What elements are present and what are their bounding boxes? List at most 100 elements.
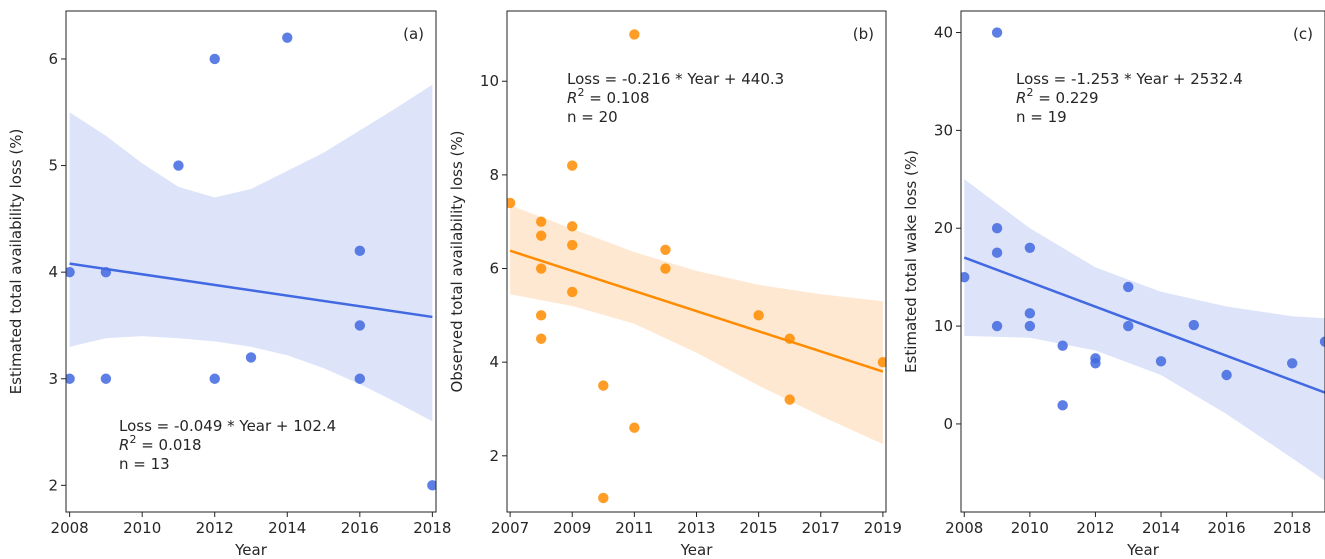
data-point xyxy=(535,230,547,241)
data-point xyxy=(209,373,220,384)
data-point xyxy=(629,422,640,433)
x-tick-label: 2015 xyxy=(740,519,778,537)
x-tick-label: 2010 xyxy=(1011,519,1049,537)
data-point xyxy=(282,32,293,43)
data-point xyxy=(1024,242,1036,254)
y-tick-label: 40 xyxy=(934,24,953,42)
annotation-line: R2 = 0.018 xyxy=(119,433,201,454)
x-tick-label: 2010 xyxy=(123,519,161,537)
y-tick-label: 10 xyxy=(480,72,499,90)
regression-line xyxy=(963,256,1325,394)
data-point xyxy=(877,356,886,368)
x-tick-label: 2009 xyxy=(553,519,591,537)
data-point xyxy=(535,333,547,344)
annotation-line: R2 = 0.108 xyxy=(567,86,649,107)
data-point xyxy=(961,271,970,283)
y-axis-label: Estimated total wake loss (%) xyxy=(902,150,920,373)
data-point xyxy=(1221,369,1232,381)
data-point xyxy=(567,160,578,171)
data-point xyxy=(598,492,609,504)
y-tick-label: 3 xyxy=(48,370,58,388)
axes-frame xyxy=(960,10,1325,513)
y-tick-label: 20 xyxy=(934,219,953,237)
data-point xyxy=(1123,281,1134,293)
panel-label: (a) xyxy=(403,25,424,43)
plot-area xyxy=(961,27,1325,481)
y-tick-label: 4 xyxy=(489,353,499,371)
data-point xyxy=(567,221,578,232)
data-point xyxy=(1057,400,1068,411)
data-point xyxy=(660,263,671,274)
y-tick-label: 6 xyxy=(48,50,58,68)
confidence-band xyxy=(964,179,1325,481)
x-tick-label: 2018 xyxy=(413,519,451,537)
x-tick-label: 2016 xyxy=(341,519,379,537)
axes-frame xyxy=(65,10,437,513)
data-point xyxy=(1057,340,1068,351)
panel-label: (c) xyxy=(1293,25,1313,43)
data-point xyxy=(784,394,795,405)
data-point xyxy=(1123,320,1134,332)
x-axis-label: Year xyxy=(680,541,714,559)
data-point xyxy=(354,320,366,331)
data-point xyxy=(1287,358,1298,369)
y-axis-label: Observed total availability loss (%) xyxy=(448,130,466,392)
y-axis-label: Estimated total availability loss (%) xyxy=(7,129,25,395)
data-point xyxy=(991,320,1003,332)
x-tick-label: 2018 xyxy=(1273,519,1311,537)
data-point xyxy=(209,53,220,65)
data-point xyxy=(427,480,436,491)
data-point xyxy=(354,245,366,257)
plot-area xyxy=(66,32,436,491)
x-tick-label: 2012 xyxy=(196,519,234,537)
x-axis-label: Year xyxy=(234,541,268,559)
data-point xyxy=(598,380,609,391)
regression-line xyxy=(509,249,884,373)
x-tick-label: 2011 xyxy=(615,519,653,537)
data-point xyxy=(1155,356,1167,367)
data-point xyxy=(66,266,75,278)
data-point xyxy=(753,310,764,321)
data-point xyxy=(66,373,75,384)
data-point xyxy=(245,352,257,363)
plot-area xyxy=(507,29,886,504)
x-tick-label: 2017 xyxy=(802,519,840,537)
data-point xyxy=(507,197,516,209)
data-point xyxy=(100,373,112,384)
x-tick-label: 2008 xyxy=(945,519,983,537)
y-tick-label: 30 xyxy=(934,121,953,139)
x-axis-label: Year xyxy=(1126,541,1160,559)
data-point xyxy=(535,216,547,227)
confidence-band xyxy=(510,205,883,445)
x-tick-label: 2007 xyxy=(491,519,529,537)
data-point xyxy=(991,247,1003,258)
annotation-line: Loss = -1.253 * Year + 2532.4 xyxy=(1016,70,1243,88)
x-tick-label: 2014 xyxy=(268,519,306,537)
data-point xyxy=(1090,358,1101,369)
y-tick-label: 2 xyxy=(48,476,58,494)
y-tick-label: 5 xyxy=(48,157,58,175)
panel-label: (b) xyxy=(853,25,874,43)
annotation-line: n = 13 xyxy=(119,455,170,473)
confidence-band xyxy=(69,84,433,422)
y-tick-label: 0 xyxy=(943,415,953,433)
data-point xyxy=(1024,320,1036,332)
data-point xyxy=(535,263,547,274)
y-tick-label: 10 xyxy=(934,317,953,335)
data-point xyxy=(991,223,1003,234)
y-tick-label: 6 xyxy=(489,260,499,278)
annotation-line: n = 19 xyxy=(1016,108,1067,126)
panel-3: 2008 2010 2012 2014 2016 2018 0 10 20 30 40 Year Est… xyxy=(902,10,1325,559)
data-point xyxy=(629,29,640,40)
annotation-line: R2 = 0.229 xyxy=(1016,86,1098,107)
regression-line xyxy=(69,262,433,319)
y-tick-label: 4 xyxy=(48,263,58,281)
y-tick-label: 8 xyxy=(489,166,499,184)
panel-1: 2008 2010 2012 2014 2016 2018 2 3 4 5 6 Year Estimat… xyxy=(7,10,451,559)
x-tick-label: 2016 xyxy=(1208,519,1246,537)
data-point xyxy=(567,286,578,298)
x-tick-label: 2012 xyxy=(1076,519,1114,537)
data-point xyxy=(1319,336,1325,347)
data-point xyxy=(991,27,1003,38)
